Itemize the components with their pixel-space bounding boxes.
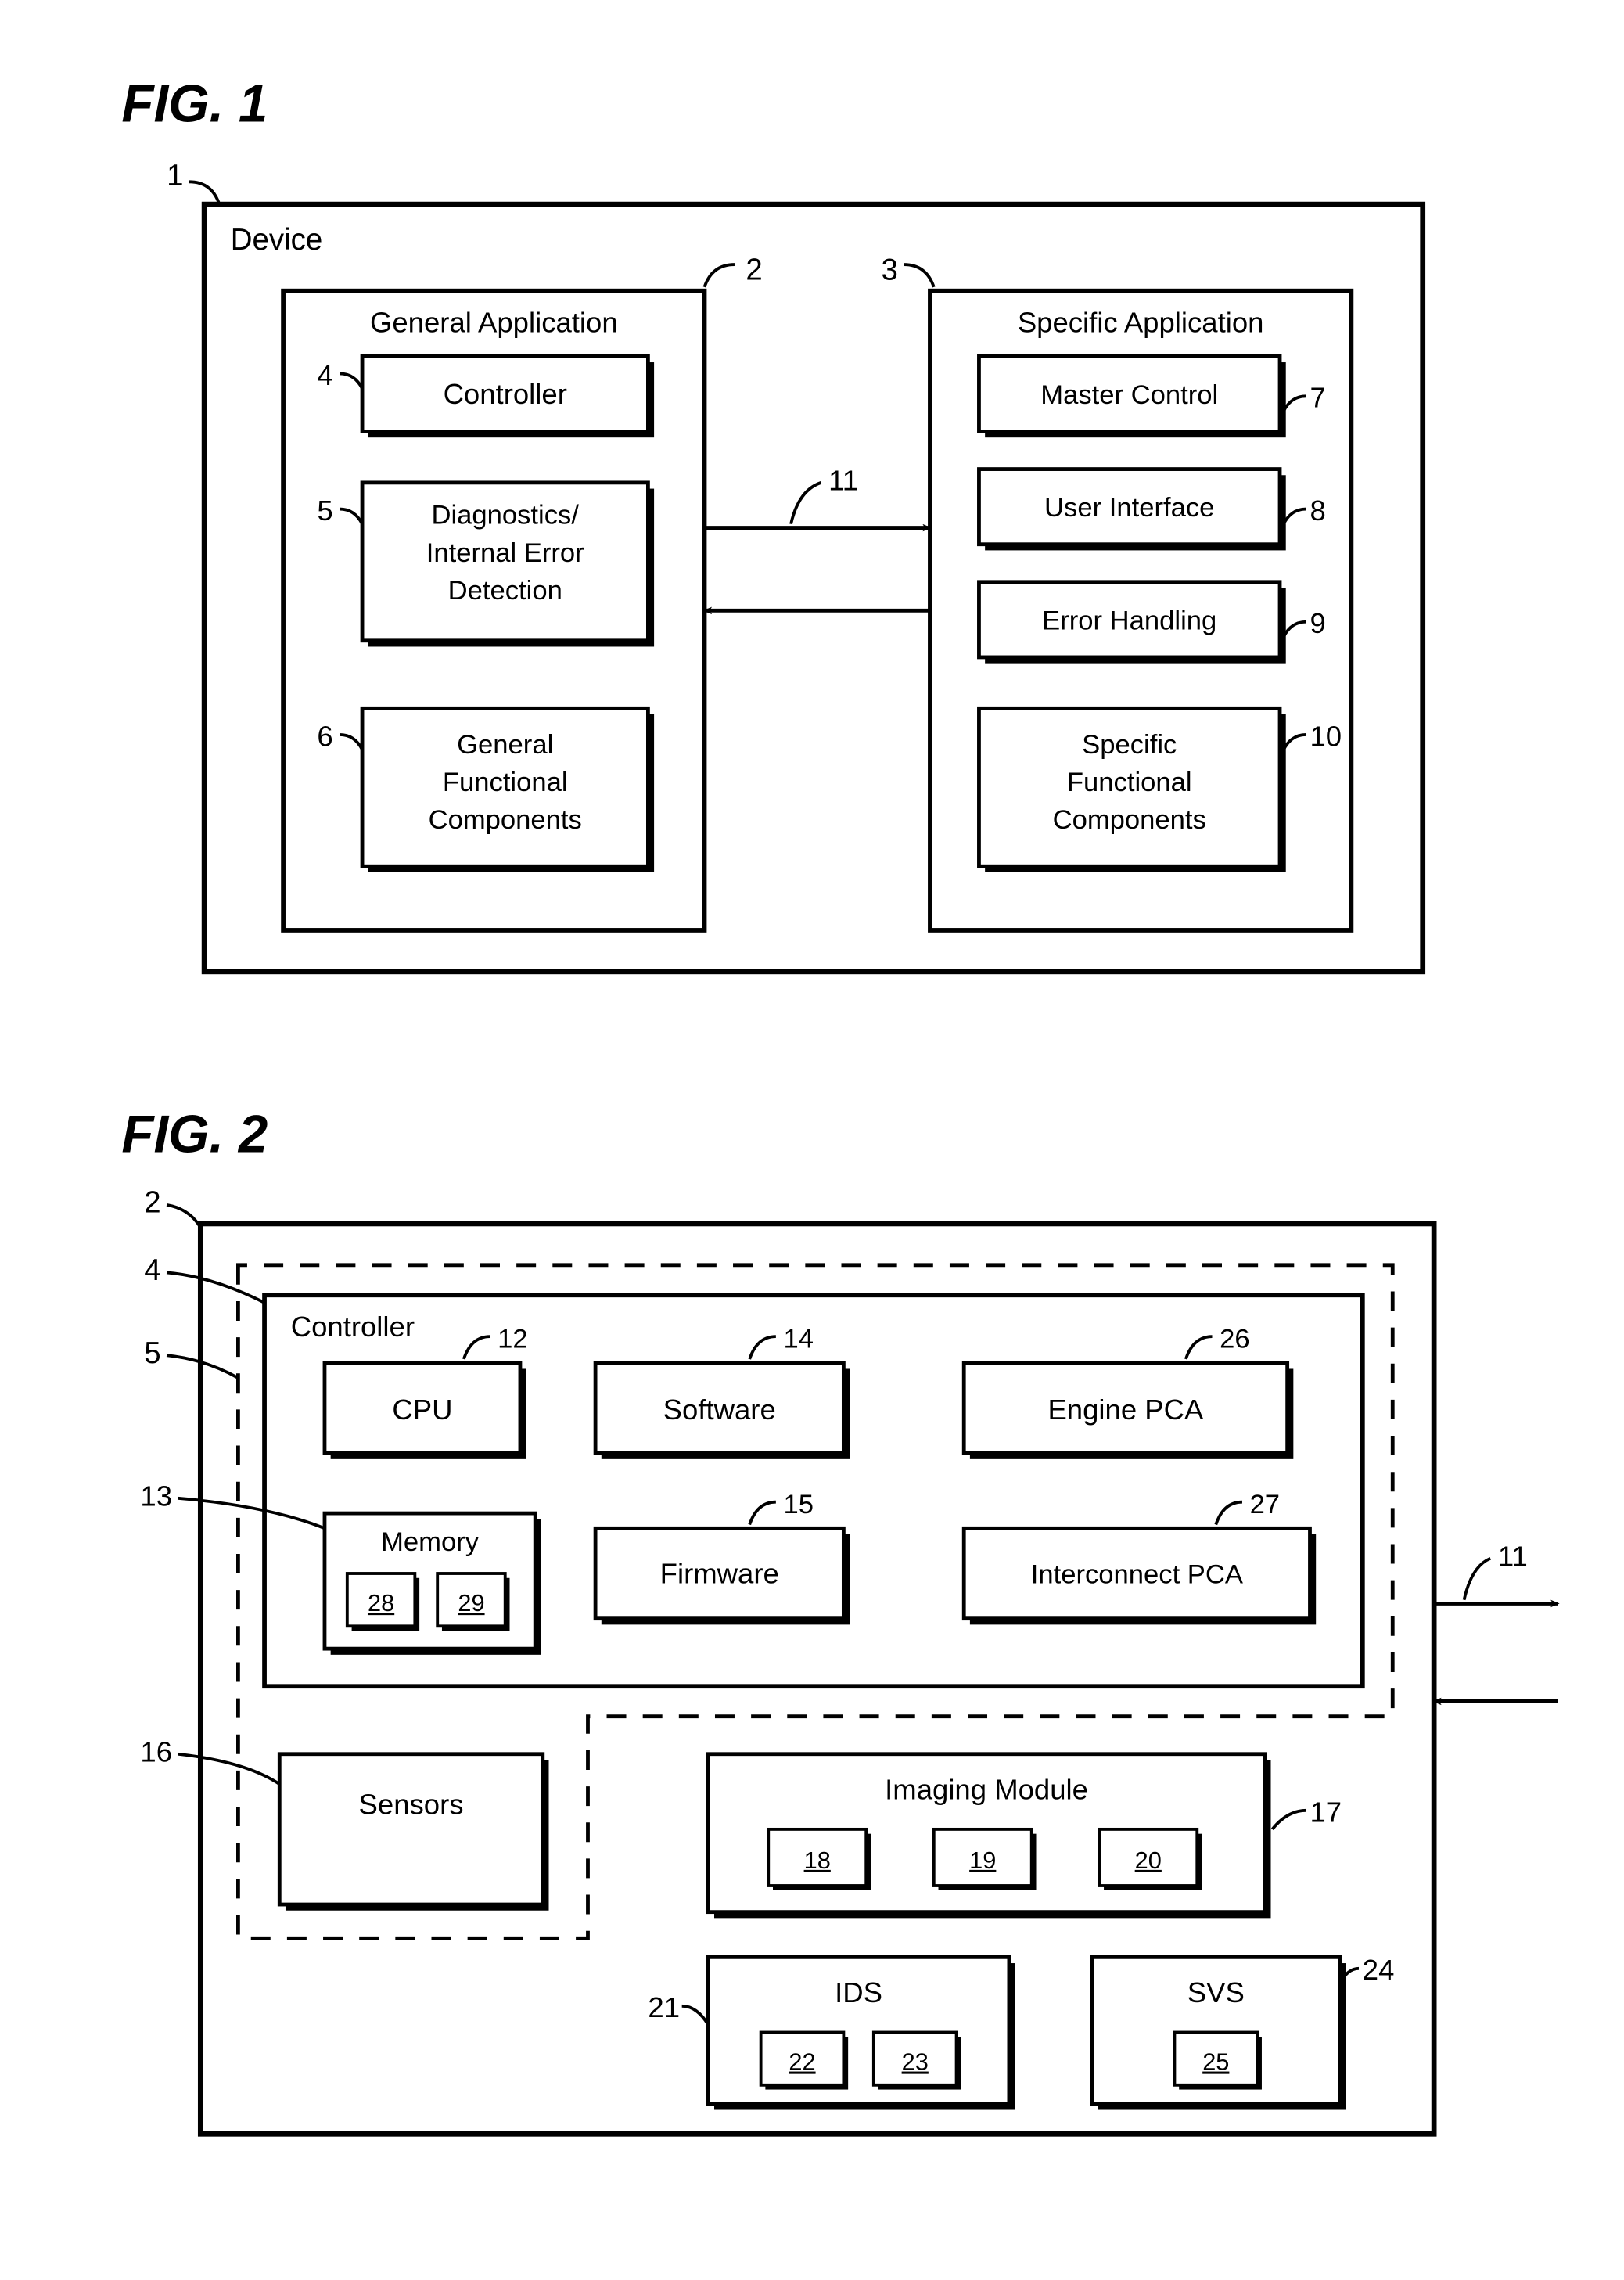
sensors-label: Sensors	[359, 1789, 464, 1821]
box-engine: Engine PCA	[964, 1363, 1293, 1459]
svg-text:Components: Components	[429, 805, 582, 835]
controller-label2: Controller	[291, 1311, 415, 1343]
box-cpu: CPU	[325, 1363, 526, 1459]
svg-text:Diagnostics/: Diagnostics/	[431, 501, 579, 530]
box-error: Error Handling	[979, 582, 1285, 664]
sub-18: 18	[804, 1847, 831, 1874]
software-label: Software	[663, 1394, 776, 1426]
num-4: 4	[317, 359, 332, 391]
device-label: Device	[231, 223, 323, 257]
num-13: 13	[140, 1480, 172, 1512]
sub-28: 28	[368, 1589, 394, 1616]
fig2-num-11: 11	[1498, 1540, 1528, 1572]
svs-label: SVS	[1187, 1976, 1245, 2008]
engine-label: Engine PCA	[1047, 1394, 1204, 1426]
sub-25: 25	[1202, 2048, 1229, 2076]
num-9: 9	[1310, 607, 1325, 639]
sub-20: 20	[1135, 1847, 1162, 1874]
num-17: 17	[1310, 1796, 1342, 1828]
leader-f2-11	[1464, 1559, 1491, 1600]
fig2-num-2: 2	[144, 1185, 160, 1219]
fig1-outer-num: 1	[167, 159, 183, 192]
num-26: 26	[1220, 1325, 1250, 1354]
box-specfunc: Specific Functional Components	[979, 708, 1285, 872]
sub-19: 19	[969, 1847, 996, 1874]
specific-app-label: Specific Application	[1018, 307, 1264, 339]
box-sensors: Sensors	[279, 1754, 548, 1911]
box-firmware: Firmware	[595, 1528, 850, 1624]
ui-label: User Interface	[1044, 493, 1214, 523]
num-6: 6	[317, 720, 332, 752]
num-16: 16	[140, 1735, 172, 1768]
num-7: 7	[1310, 382, 1325, 414]
num-24: 24	[1363, 1954, 1395, 1986]
box-imaging: Imaging Module 18 19 20	[708, 1754, 1270, 1919]
num-21: 21	[648, 1991, 680, 2023]
box-software: Software	[595, 1363, 850, 1459]
fig2-num-5: 5	[144, 1336, 160, 1370]
num-5: 5	[317, 494, 332, 527]
svg-text:Functional: Functional	[1067, 768, 1192, 797]
master-label: Master Control	[1040, 380, 1218, 410]
svg-text:Detection: Detection	[448, 576, 562, 606]
svg-text:Internal Error: Internal Error	[426, 538, 584, 568]
firmware-label: Firmware	[660, 1557, 779, 1589]
box-diagnostics: Diagnostics/ Internal Error Detection	[362, 483, 654, 647]
box-ui: User Interface	[979, 469, 1285, 551]
box-controller: Controller	[362, 356, 654, 437]
ids-label: IDS	[835, 1976, 882, 2008]
num-11: 11	[828, 464, 858, 496]
num-10: 10	[1310, 720, 1342, 752]
fig1: FIG. 1 1 Device 2 3 General Application …	[121, 74, 1422, 971]
imaging-label: Imaging Module	[885, 1773, 1088, 1805]
sub-23: 23	[902, 2048, 929, 2076]
fig2: FIG. 2 2 4 5 Controller CPU 12 Software	[121, 1106, 1558, 2134]
sub-22: 22	[789, 2048, 815, 2076]
fig1-title: FIG. 1	[121, 74, 268, 133]
box-memory: Memory 28 29	[325, 1513, 541, 1655]
num-2: 2	[746, 253, 762, 286]
general-app-label: General Application	[370, 307, 618, 339]
cpu-label: CPU	[392, 1394, 452, 1426]
memory-label: Memory	[381, 1527, 480, 1557]
sub-29: 29	[458, 1589, 484, 1616]
num-3: 3	[881, 253, 897, 286]
box-ids: IDS 22 23	[708, 1957, 1015, 2109]
num-15: 15	[783, 1490, 814, 1519]
num-14: 14	[783, 1325, 814, 1354]
svg-text:Functional: Functional	[443, 768, 568, 797]
leader-1	[189, 182, 219, 204]
controller-label: Controller	[444, 378, 567, 410]
svg-text:General: General	[457, 730, 553, 760]
num-12: 12	[498, 1325, 528, 1354]
num-27: 27	[1250, 1490, 1281, 1519]
svg-text:Components: Components	[1053, 805, 1206, 835]
error-label: Error Handling	[1042, 606, 1216, 635]
box-interconnect: Interconnect PCA	[964, 1528, 1316, 1624]
fig2-num-4: 4	[144, 1253, 160, 1287]
num-8: 8	[1310, 494, 1325, 527]
box-master: Master Control	[979, 356, 1285, 437]
svg-text:Specific: Specific	[1082, 730, 1177, 760]
leader-f2-2	[167, 1205, 200, 1228]
interconnect-label: Interconnect PCA	[1031, 1559, 1244, 1589]
fig2-title: FIG. 2	[121, 1106, 268, 1164]
box-svs: SVS 25	[1092, 1957, 1346, 2109]
box-genfunc: General Functional Components	[362, 708, 654, 872]
diagram-svg: FIG. 1 1 Device 2 3 General Application …	[31, 31, 1593, 2224]
